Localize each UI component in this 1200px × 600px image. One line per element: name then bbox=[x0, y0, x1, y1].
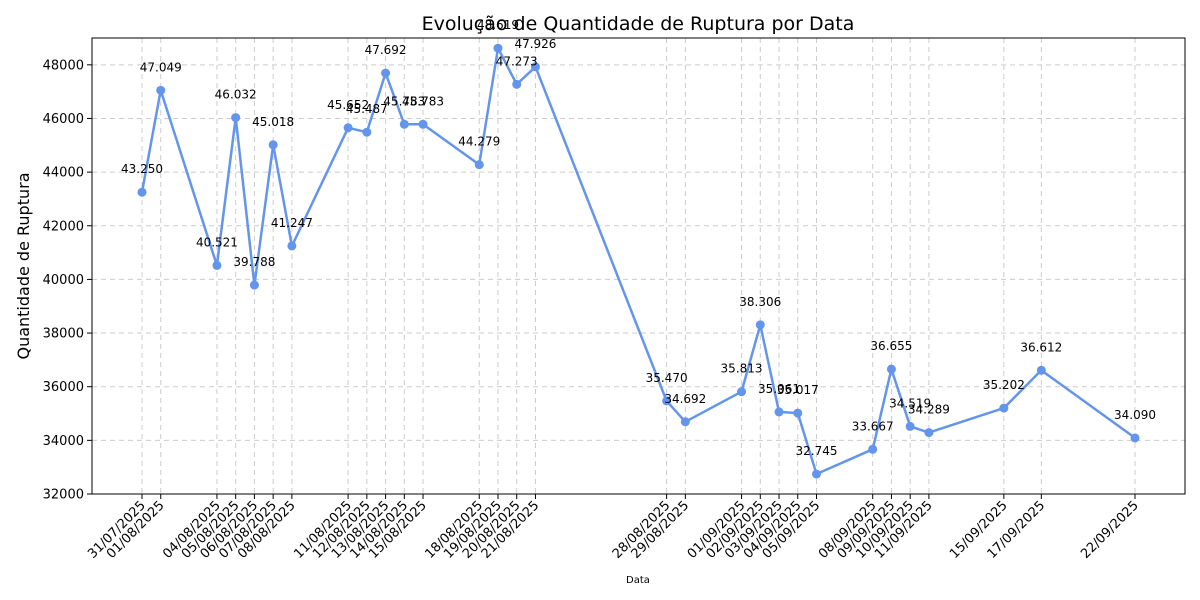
x-tick-label: 22/09/2025 bbox=[1078, 498, 1142, 562]
data-label: 48.619 bbox=[477, 18, 519, 32]
data-label: 34.090 bbox=[1114, 408, 1156, 422]
plot-frame bbox=[91, 37, 1186, 495]
data-point bbox=[662, 396, 672, 406]
data-point bbox=[1036, 365, 1046, 375]
data-label: 39.788 bbox=[233, 255, 275, 269]
data-label: 43.250 bbox=[121, 162, 163, 176]
y-tick-label: 42000 bbox=[43, 219, 84, 234]
data-label: 34.289 bbox=[908, 403, 950, 417]
data-point bbox=[737, 387, 747, 397]
data-label: 32.745 bbox=[795, 444, 837, 458]
data-point bbox=[474, 160, 484, 170]
data-label: 45.652 bbox=[327, 98, 369, 112]
data-label: 47.273 bbox=[496, 54, 538, 68]
y-tick-label: 46000 bbox=[43, 112, 84, 127]
data-point bbox=[680, 417, 690, 427]
data-point bbox=[287, 241, 297, 251]
data-label: 47.049 bbox=[140, 60, 182, 74]
data-point bbox=[493, 43, 503, 53]
data-label: 47.692 bbox=[365, 43, 407, 57]
data-label: 45.018 bbox=[252, 115, 294, 129]
data-point bbox=[886, 364, 896, 374]
y-tick-label: 40000 bbox=[43, 273, 84, 288]
y-tick-label: 48000 bbox=[43, 58, 84, 73]
data-point bbox=[343, 123, 353, 133]
y-axis-label: Quantidade de Ruptura bbox=[14, 172, 33, 359]
y-tick-label: 32000 bbox=[43, 488, 84, 503]
data-label: 35.017 bbox=[777, 383, 819, 397]
data-point bbox=[1130, 433, 1140, 443]
data-point bbox=[530, 62, 540, 72]
data-point bbox=[905, 421, 915, 431]
data-label: 33.667 bbox=[852, 419, 894, 433]
data-point bbox=[137, 187, 147, 197]
data-label: 45.783 bbox=[402, 94, 444, 108]
data-point bbox=[249, 280, 259, 290]
data-point bbox=[418, 119, 428, 129]
data-point bbox=[381, 68, 391, 78]
data-point bbox=[399, 119, 409, 129]
data-label: 45.783 bbox=[383, 94, 425, 108]
data-label: 41.247 bbox=[271, 216, 313, 230]
y-tick-label: 36000 bbox=[43, 380, 84, 395]
data-label: 35.470 bbox=[646, 371, 688, 385]
data-label: 35.202 bbox=[983, 378, 1025, 392]
data-point bbox=[811, 469, 821, 479]
data-label: 36.655 bbox=[870, 339, 912, 353]
data-point bbox=[268, 140, 278, 150]
data-label: 38.306 bbox=[739, 295, 781, 309]
data-label: 45.487 bbox=[346, 102, 388, 116]
series-polyline bbox=[140, 46, 1136, 476]
y-tick-label: 44000 bbox=[43, 166, 84, 181]
data-point bbox=[231, 113, 241, 123]
data-label: 34.519 bbox=[889, 396, 931, 410]
data-label: 36.612 bbox=[1020, 340, 1062, 354]
x-axis: 31/07/202501/08/202504/08/202505/08/2025… bbox=[85, 494, 1142, 562]
data-label: 35.061 bbox=[758, 382, 800, 396]
series-line bbox=[137, 43, 1140, 479]
data-label: 47.926 bbox=[514, 37, 556, 51]
data-label: 34.692 bbox=[664, 392, 706, 406]
data-point bbox=[212, 260, 222, 270]
data-point bbox=[156, 85, 166, 95]
data-label: 35.813 bbox=[721, 362, 763, 376]
data-point bbox=[924, 428, 934, 438]
data-point bbox=[999, 403, 1009, 413]
data-label: 40.521 bbox=[196, 235, 238, 249]
data-point bbox=[362, 127, 372, 137]
data-point bbox=[512, 79, 522, 89]
data-labels: 43.250 47.049 40.521 46.032 39.788 45.018 41.2… bbox=[121, 18, 1156, 458]
chart-title: Evolução de Quantidade de Ruptura por Da… bbox=[422, 13, 855, 35]
grid-lines bbox=[92, 38, 1185, 495]
y-tick-label: 38000 bbox=[43, 327, 84, 342]
data-label: 46.032 bbox=[215, 88, 257, 102]
data-point bbox=[793, 408, 803, 418]
data-point bbox=[774, 407, 784, 417]
y-tick-label: 34000 bbox=[43, 434, 84, 449]
x-axis-label: Data bbox=[626, 575, 650, 586]
data-point bbox=[755, 320, 765, 330]
data-point bbox=[868, 444, 878, 454]
data-label: 44.279 bbox=[458, 135, 500, 149]
y-axis: 32000 34000 36000 38000 40000 42000 44000 46000… bbox=[43, 58, 92, 503]
